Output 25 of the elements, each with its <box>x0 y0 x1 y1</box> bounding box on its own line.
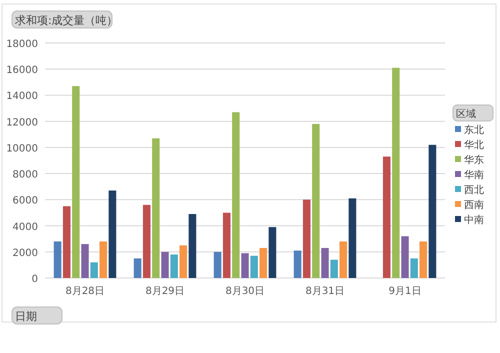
y-tick-label: 4000 <box>12 222 38 233</box>
y-tick-label: 16000 <box>6 65 38 76</box>
y-tick-label: 10000 <box>6 143 38 154</box>
y-tick-label: 8000 <box>12 170 38 181</box>
y-tick-label: 14000 <box>6 91 38 102</box>
legend-label: 西南 <box>464 199 484 211</box>
legend-label: 华北 <box>464 139 484 151</box>
x-tick-label: 8月28日 <box>65 286 105 297</box>
y-tick-label: 12000 <box>6 117 38 128</box>
legend-label: 东北 <box>464 124 484 136</box>
legend-label: 西北 <box>464 184 484 196</box>
legend-label: 华东 <box>464 154 484 166</box>
y-tick-label: 18000 <box>6 39 38 50</box>
y-tick-label: 2000 <box>12 248 38 259</box>
x-tick-label: 8月29日 <box>145 286 185 297</box>
legend-label: 中南 <box>464 214 484 226</box>
y-tick-label: 6000 <box>12 196 38 207</box>
x-axis-title: 日期 <box>15 310 37 323</box>
x-tick-label: 8月30日 <box>225 286 265 297</box>
chart-title: 求和项:成交量（吨） <box>15 14 118 27</box>
legend-label: 华南 <box>464 169 484 181</box>
x-tick-label: 8月31日 <box>305 286 345 297</box>
legend-title: 区域 <box>456 108 476 120</box>
x-tick-label: 9月1日 <box>388 286 422 297</box>
y-tick-label: 0 <box>32 274 38 285</box>
